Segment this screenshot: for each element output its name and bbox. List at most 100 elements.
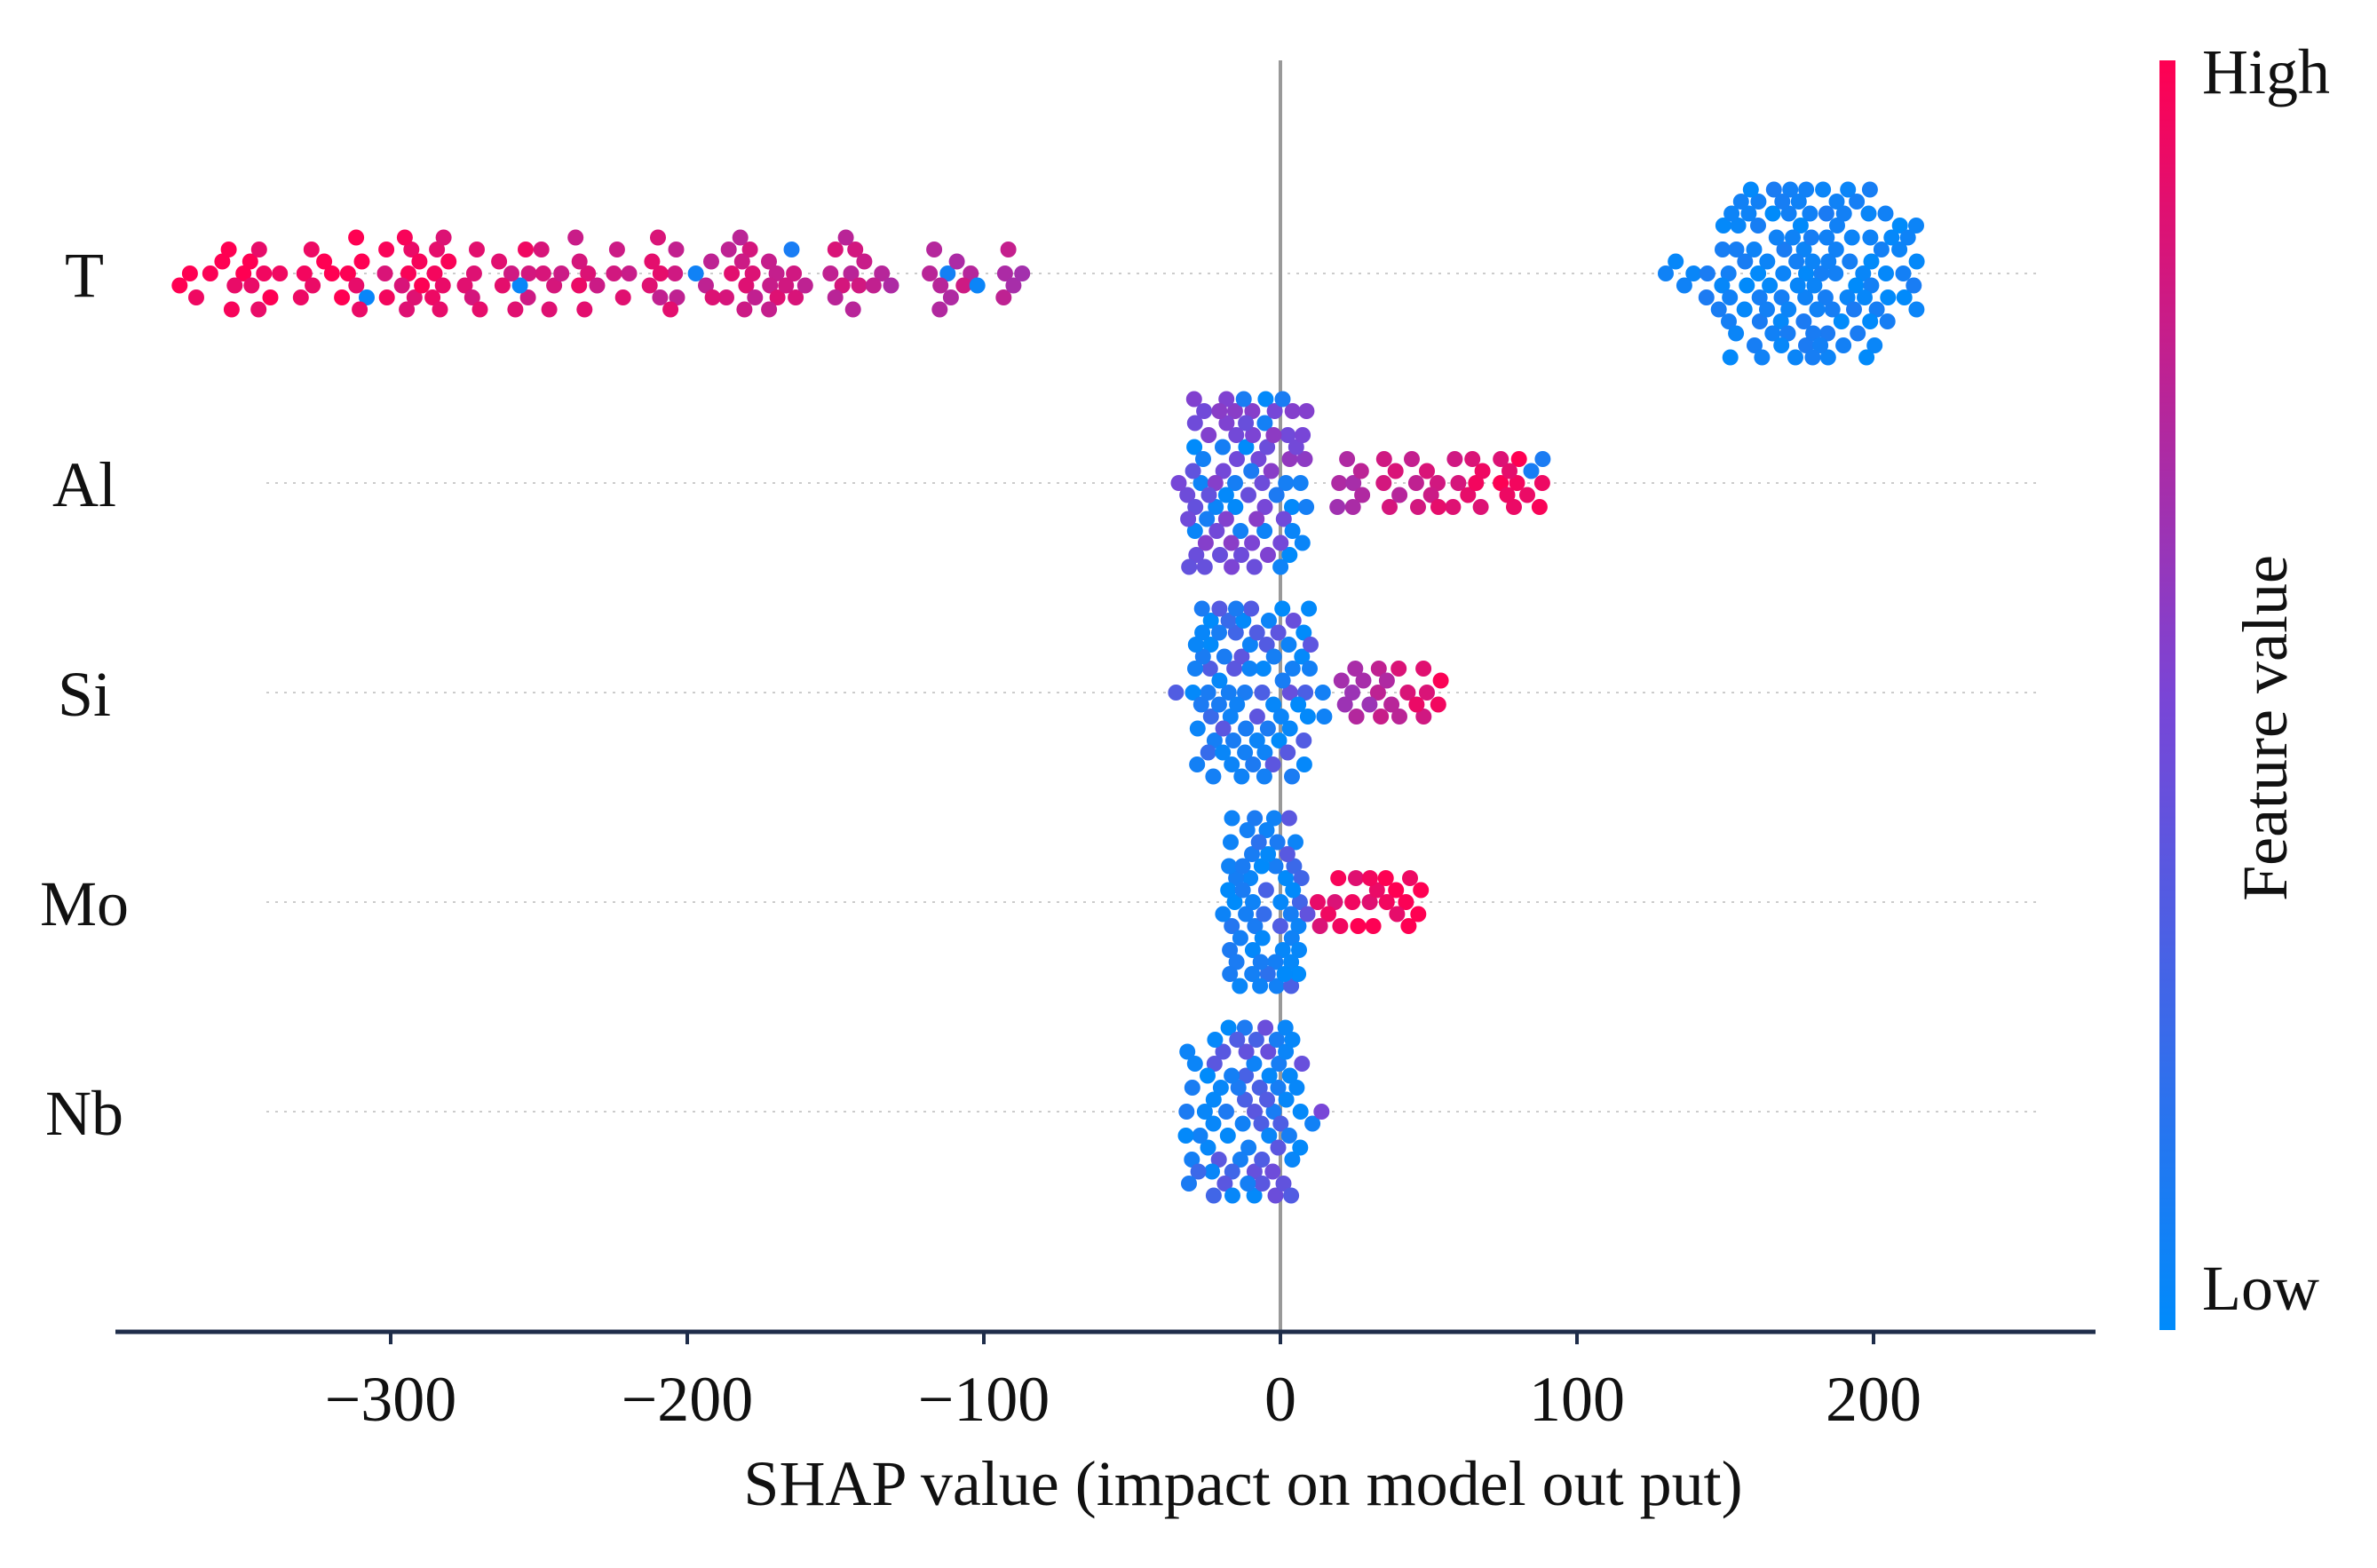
shap-dot-t: [761, 253, 777, 270]
shap-dot-t: [1014, 265, 1031, 281]
shap-dot-nb: [1229, 1032, 1246, 1048]
shap-dot-si: [1226, 661, 1243, 677]
shap-dot-mo: [1252, 954, 1269, 970]
shap-dot-t: [1728, 242, 1745, 257]
shap-dot-mo: [1320, 906, 1336, 923]
shap-dot-nb: [1218, 1104, 1234, 1120]
shap-dot-al: [1274, 391, 1291, 408]
shap-dot-nb: [1177, 1128, 1194, 1144]
shap-dot-si: [1333, 672, 1350, 689]
shap-dot-t: [703, 253, 719, 270]
shap-dot-al: [1248, 511, 1265, 527]
x-tick-label: 0: [1264, 1364, 1296, 1435]
shap-dot-t: [865, 277, 882, 294]
shap-dot-nb: [1292, 1104, 1309, 1120]
shap-dot-si: [1211, 624, 1227, 641]
shap-dot-t: [1863, 253, 1880, 270]
shap-dot-si: [1256, 744, 1273, 761]
shap-dot-al: [1197, 535, 1214, 551]
shap-dot-si: [1187, 661, 1203, 677]
shap-dot-t: [768, 265, 785, 281]
shap-dot-al: [1257, 391, 1274, 408]
shap-dot-si: [1373, 709, 1390, 725]
shap-dot-nb: [1246, 1163, 1263, 1180]
shap-dot-t: [546, 277, 563, 294]
shap-dot-al: [1181, 558, 1198, 575]
shap-dot-t: [188, 289, 204, 305]
shap-dot-si: [1295, 624, 1312, 641]
shap-dot-t: [250, 301, 267, 318]
shap-dot-al: [1506, 499, 1522, 515]
shap-dot-nb: [1224, 1187, 1240, 1204]
shap-dot-t: [1676, 277, 1692, 294]
shap-dot-al: [1244, 535, 1261, 551]
shap-dot-t: [1736, 301, 1753, 318]
shap-dot-t: [1804, 253, 1821, 270]
shap-dot-t: [494, 277, 511, 294]
shap-dot-t: [995, 289, 1012, 305]
shap-dot-t: [718, 289, 734, 305]
shap-dot-mo: [1228, 954, 1245, 970]
shap-dot-si: [1314, 685, 1331, 701]
shap-dot-nb: [1215, 1043, 1232, 1060]
shap-dot-al: [1199, 511, 1216, 527]
shap-dot-mo: [1220, 882, 1237, 899]
shap-dot-t: [1908, 301, 1925, 318]
shap-dot-mo: [1258, 822, 1275, 838]
shap-dot-t: [1715, 218, 1731, 234]
shap-dot-al: [1215, 439, 1231, 455]
shap-dot-t: [1833, 313, 1850, 329]
shap-dot-t: [399, 301, 416, 318]
shap-dot-si: [1301, 600, 1318, 617]
shap-dot-al: [1224, 558, 1240, 575]
shap-dot-t: [1908, 253, 1925, 270]
shap-dot-si: [1200, 685, 1216, 701]
shap-dot-si: [1168, 685, 1185, 701]
shap-dot-mo: [1257, 882, 1274, 899]
shap-dot-si: [1369, 685, 1386, 701]
feature-label-nb: Nb: [45, 1078, 123, 1149]
shap-dot-si: [1281, 685, 1298, 701]
shap-dot-nb: [1184, 1080, 1200, 1096]
shap-dot-t: [1742, 181, 1759, 198]
shap-dot-mo: [1378, 894, 1395, 910]
feature-label-t: T: [65, 240, 104, 311]
shap-dot-al: [1260, 547, 1276, 563]
shap-dot-mo: [1286, 858, 1303, 875]
shap-dot-t: [1751, 289, 1768, 305]
shap-dot-t: [856, 253, 873, 270]
shap-dot-mo: [1348, 870, 1364, 886]
shap-dot-nb: [1216, 1176, 1233, 1192]
shap-dot-t: [1762, 277, 1779, 294]
shap-dot-t: [411, 253, 428, 270]
shap-dot-t: [847, 242, 864, 257]
shap-dot-t: [1782, 181, 1799, 198]
shap-dot-mo: [1226, 894, 1243, 910]
shap-dot-si: [1255, 661, 1272, 677]
shap-dot-si: [1235, 613, 1252, 629]
shap-dot-mo: [1223, 834, 1239, 851]
shap-dot-mo: [1242, 870, 1259, 886]
shap-dot-mo: [1244, 846, 1260, 862]
shap-dot-t: [296, 265, 313, 281]
shap-dot-si: [1280, 637, 1297, 653]
shap-dot-mo: [1400, 918, 1417, 934]
shap-dot-mo: [1250, 834, 1267, 851]
shap-dot-t: [376, 265, 393, 281]
shap-dot-si: [1241, 637, 1258, 653]
shap-dot-t: [996, 265, 1013, 281]
shap-dot-al: [1284, 403, 1301, 419]
shap-dot-t: [1723, 205, 1740, 222]
shap-dot-t: [553, 265, 570, 281]
shap-dot-nb: [1288, 1080, 1305, 1096]
shap-dot-al: [1256, 415, 1273, 432]
feature-label-mo: Mo: [40, 868, 129, 939]
shap-dot-al: [1232, 523, 1249, 539]
shap-dot-t: [519, 289, 536, 305]
shap-dot-t: [844, 301, 861, 318]
shap-dot-t: [1862, 313, 1879, 329]
shap-dot-t: [1754, 349, 1771, 366]
shap-dot-mo: [1234, 882, 1251, 899]
shap-dot-t: [1750, 218, 1766, 234]
shap-dot-al: [1185, 391, 1202, 408]
